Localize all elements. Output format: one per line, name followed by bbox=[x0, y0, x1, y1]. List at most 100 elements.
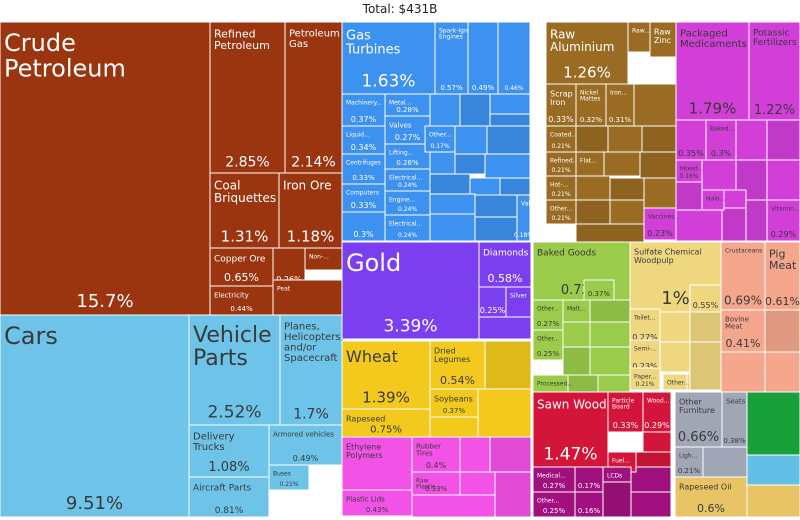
treemap-filler-cell bbox=[411, 494, 496, 518]
treemap-cell bbox=[545, 22, 629, 85]
treemap-filler-cell bbox=[642, 431, 672, 453]
treemap-cell-value: 0.66% bbox=[678, 430, 719, 445]
treemap-cell bbox=[341, 153, 386, 185]
treemap-filler-cell bbox=[609, 177, 645, 201]
treemap-cell-label: Copper Ore bbox=[214, 254, 266, 264]
treemap-cell-value: 0.61% bbox=[765, 295, 800, 308]
treemap-cell bbox=[545, 151, 577, 177]
treemap-cell-value: 0.23% bbox=[647, 229, 673, 238]
treemap-cell-value: 15.7% bbox=[76, 291, 133, 312]
treemap-filler-cell bbox=[735, 119, 768, 161]
treemap-cell-value: 2.85% bbox=[225, 155, 269, 171]
treemap-cell-label: Ethylene bbox=[346, 442, 381, 451]
treemap-cell-label: Plastic... bbox=[416, 484, 441, 491]
treemap-cell-label: LCDs bbox=[607, 472, 622, 479]
treemap-cell-label: Peat bbox=[277, 285, 291, 292]
treemap-cell-label: Metal... bbox=[389, 99, 411, 106]
treemap-cell-value: 0.24% bbox=[398, 206, 417, 213]
treemap-cell-label: Mixed... bbox=[680, 165, 704, 172]
treemap-cell-label: Medicaments bbox=[680, 39, 747, 50]
treemap-cell-label: Spark-Ignition bbox=[439, 27, 481, 34]
treemap-cell-label: Baked Goods bbox=[537, 248, 596, 258]
treemap-cell-label: Dried bbox=[434, 346, 456, 355]
treemap-cell-value: 9.51% bbox=[66, 493, 123, 514]
treemap-cell-label: Diamonds bbox=[483, 248, 529, 258]
treemap-cell bbox=[384, 190, 431, 216]
treemap-cell-label: Raw bbox=[550, 28, 575, 42]
treemap-filler-cell bbox=[477, 388, 532, 438]
treemap-filler-cell bbox=[720, 351, 766, 393]
treemap-cell-value: 0.35% bbox=[678, 149, 704, 158]
treemap-cell bbox=[268, 464, 310, 491]
treemap-cell-value: 0.18% bbox=[514, 232, 533, 239]
treemap-filler-cell bbox=[701, 159, 737, 191]
treemap-cell-value: 0.65% bbox=[224, 271, 259, 284]
treemap-cell-label: Centrifuges bbox=[346, 159, 381, 166]
treemap-cell-label: Raw... bbox=[632, 27, 650, 34]
treemap-cell-label: Hot-... bbox=[550, 181, 569, 188]
treemap-filler-cell bbox=[589, 321, 631, 348]
treemap-cell-label: Packaged bbox=[680, 29, 728, 40]
treemap-cell bbox=[188, 476, 270, 518]
chart-title: Total: $431B bbox=[362, 2, 438, 16]
treemap-cell-value: 0.3% bbox=[353, 230, 374, 239]
treemap-cell-label: Woodpulp bbox=[634, 256, 674, 265]
treemap-cell-value: 0.16% bbox=[578, 507, 601, 515]
treemap-filler-cell bbox=[474, 194, 518, 218]
treemap-cell-label: Board bbox=[612, 404, 630, 411]
treemap-filler-cell bbox=[575, 175, 611, 201]
treemap-cell-label: and/or bbox=[284, 343, 317, 354]
treemap-filler-cell bbox=[746, 454, 800, 486]
treemap-cell-value: 0.37% bbox=[443, 407, 466, 415]
treemap-filler-cell bbox=[766, 119, 800, 161]
treemap-filler-cell bbox=[478, 316, 532, 340]
treemap-filler-cell bbox=[589, 346, 631, 376]
treemap-cell-label: Potassic bbox=[753, 28, 790, 38]
treemap-cell-label: Scrap bbox=[550, 89, 573, 98]
treemap-cell-label: Rapeseed bbox=[346, 414, 385, 423]
treemap-cell-label: Wheat bbox=[346, 347, 398, 366]
treemap-cell-label: Armored vehicles bbox=[273, 430, 334, 438]
treemap-cell-value: 0.21% bbox=[551, 215, 570, 222]
treemap-cell bbox=[748, 22, 800, 121]
treemap-cell-label: Buses bbox=[273, 470, 291, 477]
treemap-cell-label: Other bbox=[679, 397, 702, 406]
treemap-filler-cell bbox=[723, 189, 747, 209]
treemap-cell-label: Helicopters, bbox=[284, 332, 344, 343]
treemap-cell bbox=[545, 125, 577, 153]
treemap-cell-value: 1.08% bbox=[208, 460, 249, 475]
treemap-cell bbox=[766, 199, 800, 242]
treemap-cell bbox=[662, 373, 688, 391]
treemap-cell bbox=[764, 241, 800, 311]
treemap-cell-label: Wood... bbox=[647, 397, 670, 404]
treemap-filler-cell bbox=[454, 153, 486, 175]
treemap-cell-label: Plastic Lids bbox=[346, 495, 385, 503]
treemap-cell-label: Halo... bbox=[706, 195, 725, 202]
treemap-filler-cell bbox=[689, 341, 722, 391]
treemap-cell bbox=[605, 83, 635, 127]
treemap-cell bbox=[209, 285, 274, 316]
treemap-cell-value: 0.27% bbox=[543, 482, 566, 490]
treemap-cell-value: 2.14% bbox=[291, 155, 335, 171]
treemap-filler-cell bbox=[643, 177, 677, 209]
treemap-filler-cell bbox=[562, 346, 591, 376]
treemap-filler-cell bbox=[499, 177, 531, 196]
treemap-filler-cell bbox=[454, 125, 488, 155]
treemap-cell-value: 0.27% bbox=[395, 133, 421, 142]
treemap-cell-value: 0.17% bbox=[430, 143, 449, 150]
treemap-filler-cell bbox=[429, 93, 461, 127]
treemap-cell bbox=[341, 22, 436, 95]
treemap-cell bbox=[467, 22, 499, 95]
treemap-cell-label: Sulfate Chemical bbox=[634, 247, 702, 256]
treemap-cell-label: Planes, bbox=[284, 322, 320, 333]
treemap-cell bbox=[607, 391, 644, 433]
treemap-filler-cell bbox=[459, 93, 491, 127]
treemap-cell-label: Electricity bbox=[214, 291, 249, 299]
treemap-cell-label: Machinery... bbox=[346, 99, 382, 106]
treemap-cell bbox=[675, 159, 703, 183]
treemap-cell bbox=[689, 284, 722, 313]
treemap-cell bbox=[583, 279, 615, 301]
treemap-cell-label: Petroleum bbox=[289, 29, 340, 40]
treemap-cell-value: 0.38% bbox=[723, 437, 746, 445]
treemap-cell-label: Fertilizers bbox=[753, 38, 797, 48]
